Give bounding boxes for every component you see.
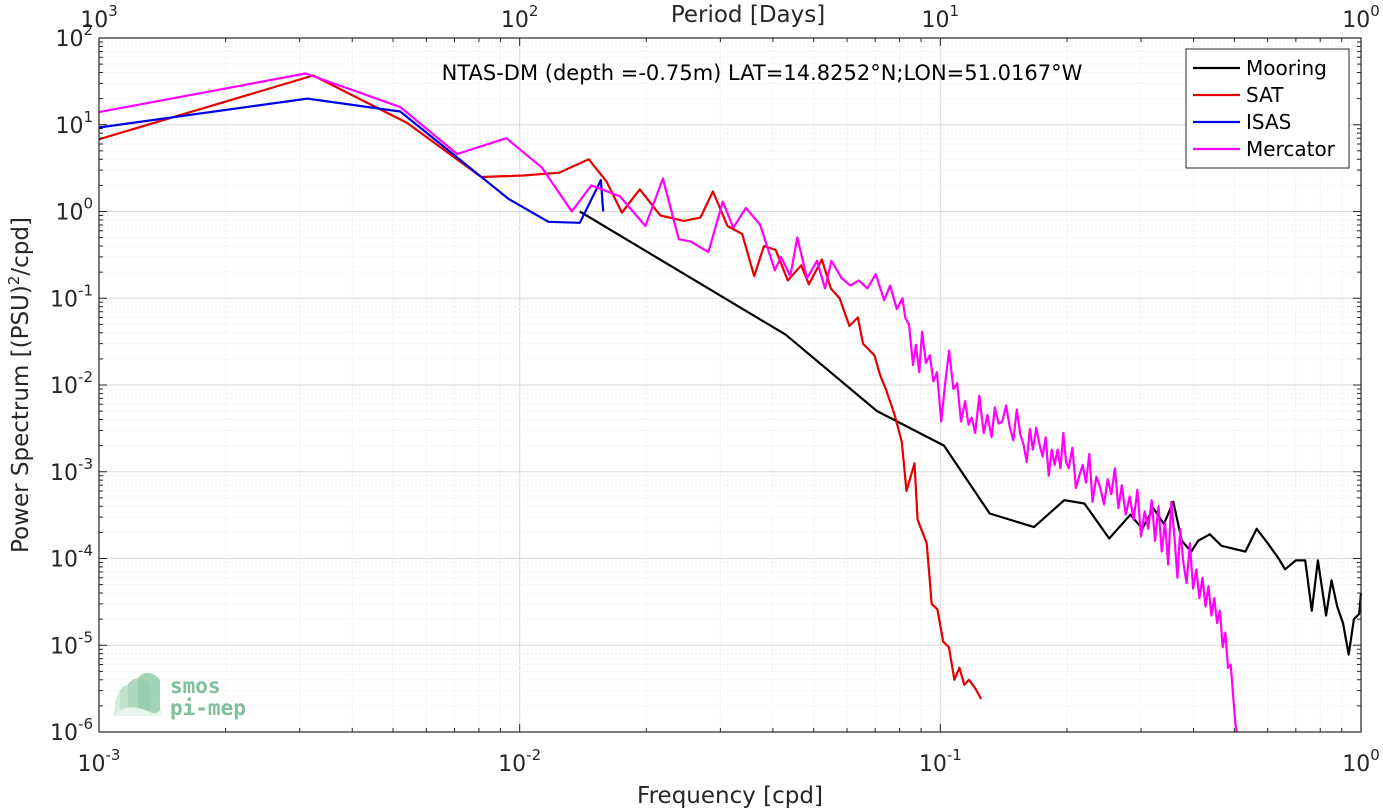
y-tick-label: 100 <box>55 195 93 226</box>
y-axis-title: Power Spectrum [(PSU)2/cpd] <box>5 217 34 553</box>
y-tick-label-exponent: -1 <box>78 281 93 299</box>
y-axis-title-main: Power Spectrum [(PSU) <box>8 285 34 553</box>
x-tick-label-base: 10 <box>1342 752 1370 777</box>
legend-label-isas: ISAS <box>1246 110 1291 134</box>
y-tick-label: 10-1 <box>50 281 93 312</box>
top-axis-title: Period [Days] <box>671 2 825 28</box>
x-tick-label-exponent: 0 <box>1370 746 1380 764</box>
y-tick-label-exponent: -5 <box>78 628 93 646</box>
x-tick-label-exponent: -2 <box>526 746 541 764</box>
y-tick-label: 10-5 <box>50 628 93 659</box>
y-tick-label: 10-6 <box>50 715 93 746</box>
top-tick-label: 100 <box>1342 2 1380 33</box>
y-tick-label-base: 10 <box>50 374 78 399</box>
x-tick-label: 10-3 <box>78 746 121 777</box>
x-tick-label-base: 10 <box>78 752 106 777</box>
x-tick-label: 10-2 <box>498 746 541 777</box>
y-tick-label-exponent: 0 <box>83 195 93 213</box>
y-tick-label: 10-3 <box>50 455 93 486</box>
top-tick-label-base: 10 <box>80 8 108 33</box>
logo-waves-icon <box>114 672 162 716</box>
y-axis-title-sup: 2 <box>5 276 23 286</box>
x-tick-label-base: 10 <box>498 752 526 777</box>
x-axis-title: Frequency [cpd] <box>637 783 823 809</box>
y-tick-label: 10-4 <box>50 542 93 573</box>
y-tick-label: 102 <box>55 21 93 52</box>
y-tick-label-exponent: -6 <box>78 715 93 733</box>
top-tick-label: 101 <box>922 2 960 33</box>
grid-lines <box>98 38 1361 733</box>
y-tick-label-base: 10 <box>50 721 78 746</box>
legend-label-mercator: Mercator <box>1246 137 1336 161</box>
y-tick-label-base: 10 <box>50 287 78 312</box>
y-tick-label-base: 10 <box>55 114 83 139</box>
y-tick-label-base: 10 <box>50 634 78 659</box>
y-tick-label-exponent: -3 <box>78 455 93 473</box>
top-tick-label-base: 10 <box>501 8 529 33</box>
y-tick-label-exponent: -2 <box>78 368 93 386</box>
y-tick-label-exponent: -4 <box>78 542 93 560</box>
top-tick-label-exponent: 1 <box>950 2 960 20</box>
top-tick-label-base: 10 <box>1342 8 1370 33</box>
top-tick-label: 103 <box>80 2 118 33</box>
legend-label-sat: SAT <box>1246 83 1284 107</box>
series-line-mooring <box>579 210 1363 656</box>
y-tick-label-exponent: 1 <box>83 108 93 126</box>
smos-pi-mep-logo: smos pi-mep <box>114 672 246 720</box>
y-tick-label-exponent: 2 <box>83 21 93 39</box>
y-tick-label-base: 10 <box>50 548 78 573</box>
top-tick-label-exponent: 3 <box>108 2 118 20</box>
chart-title: NTAS-DM (depth =-0.75m) LAT=14.8252°N;LO… <box>442 61 1083 85</box>
y-tick-label-base: 10 <box>50 461 78 486</box>
logo-line-2: pi-mep <box>170 696 246 720</box>
series-line-sat <box>98 74 983 700</box>
y-tick-label: 101 <box>55 108 93 139</box>
y-tick-label-base: 10 <box>55 27 83 52</box>
series-line-mercator <box>98 72 1238 733</box>
x-tick-label: 10-1 <box>919 746 962 777</box>
y-tick-label-base: 10 <box>55 201 83 226</box>
top-tick-label-exponent: 2 <box>529 2 539 20</box>
top-tick-label-base: 10 <box>922 8 950 33</box>
x-tick-label-exponent: -3 <box>106 746 121 764</box>
x-tick-label-base: 10 <box>919 752 947 777</box>
y-tick-label: 10-2 <box>50 368 93 399</box>
x-tick-label-exponent: -1 <box>947 746 962 764</box>
y-axis-title-tail: /cpd] <box>8 217 34 276</box>
data-series <box>98 72 1363 733</box>
top-tick-label-exponent: 0 <box>1370 2 1380 20</box>
logo-line-1: smos <box>170 674 221 698</box>
x-tick-label: 100 <box>1342 746 1380 777</box>
top-tick-label: 102 <box>501 2 539 33</box>
legend: Mooring SAT ISAS Mercator <box>1185 48 1350 169</box>
legend-label-mooring: Mooring <box>1246 56 1327 80</box>
